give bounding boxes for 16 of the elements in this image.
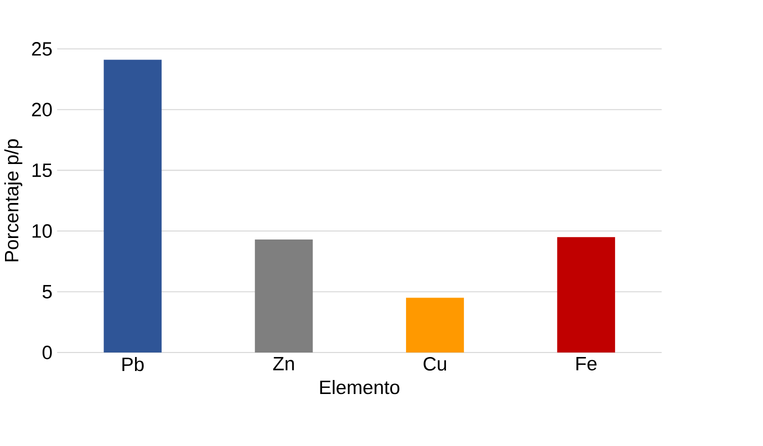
x-tick-label: Pb xyxy=(122,356,144,371)
y-tick-label: 10 xyxy=(32,224,52,238)
bar xyxy=(557,236,616,352)
x-axis-title: Elemento xyxy=(320,380,400,394)
y-tick-label: 25 xyxy=(32,42,52,56)
bar xyxy=(254,239,313,352)
bar xyxy=(104,60,162,352)
x-tick-label: Zn xyxy=(273,356,294,370)
y-tick-label: 0 xyxy=(42,345,52,360)
y-tick-label: 15 xyxy=(32,163,52,177)
y-tick-label: 5 xyxy=(42,284,52,298)
x-tick-label: Cu xyxy=(424,356,446,370)
y-axis-title: Porcentaje p/p xyxy=(4,139,22,262)
x-tick-label: Fe xyxy=(576,356,597,370)
bar xyxy=(406,298,464,352)
y-tick-label: 20 xyxy=(32,102,52,116)
